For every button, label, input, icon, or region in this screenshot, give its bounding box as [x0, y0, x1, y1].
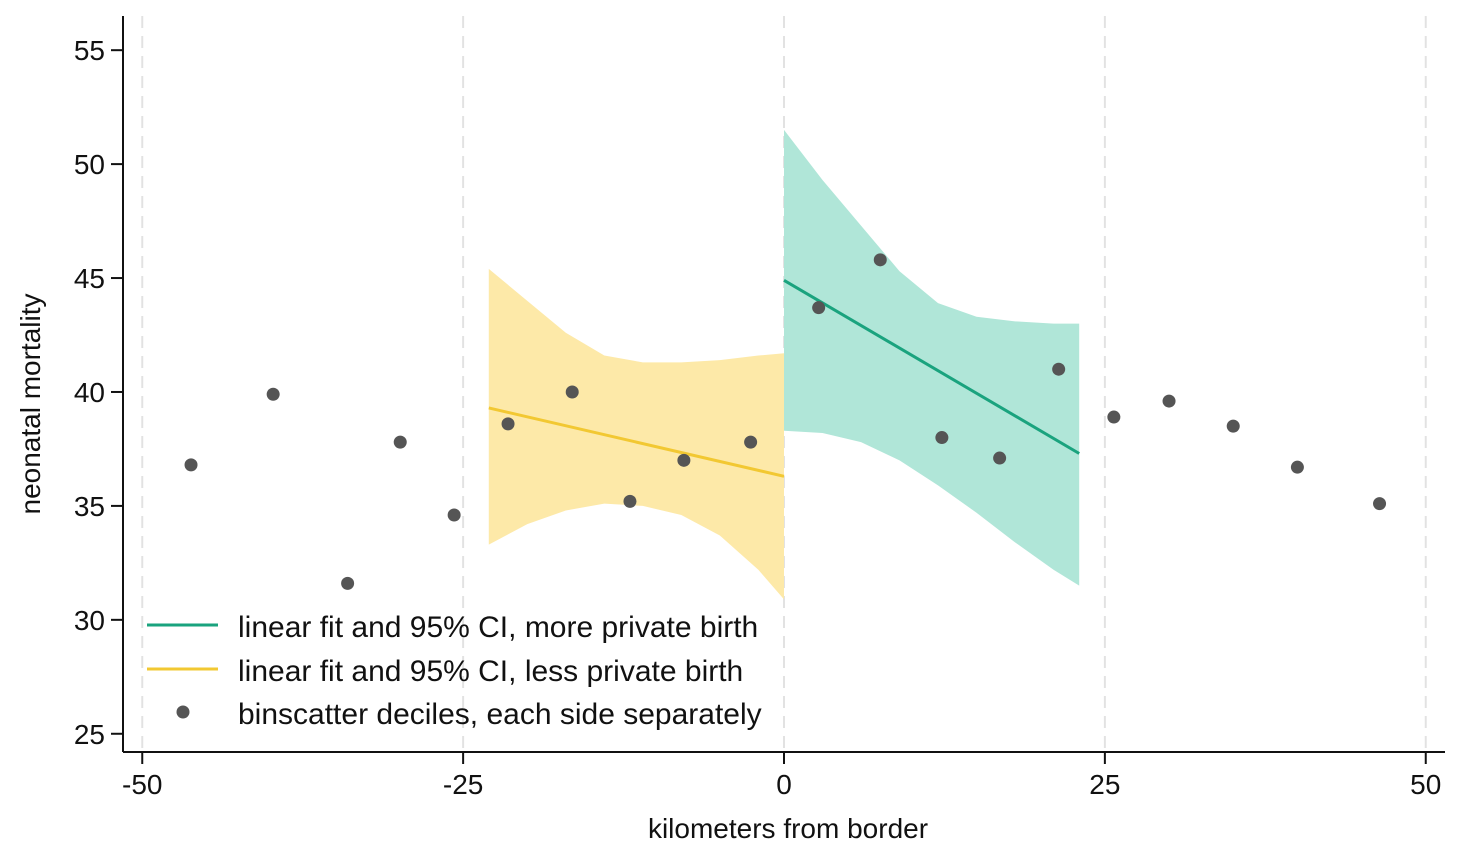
ci-band-1 — [784, 129, 1080, 586]
data-point-0 — [184, 458, 198, 472]
data-point-10 — [812, 301, 826, 315]
data-point-7 — [623, 494, 637, 508]
fit-line-1 — [783, 279, 1080, 455]
legend-label-more-private: linear fit and 95% CI, more private birt… — [238, 611, 758, 644]
data-point-19 — [1373, 497, 1387, 511]
data-point-2 — [341, 576, 355, 590]
y-axis-ticks: 25 30 35 40 45 50 55 — [74, 35, 123, 750]
y-tick-label-55: 55 — [74, 35, 105, 66]
x-tick-label--25: -25 — [443, 769, 483, 800]
binscatter-points — [184, 253, 1387, 590]
data-point-13 — [993, 451, 1007, 465]
ci-band-0 — [488, 268, 784, 600]
y-tick-label-40: 40 — [74, 377, 105, 408]
legend: linear fit and 95% CI, more private birt… — [147, 611, 762, 731]
data-point-6 — [565, 385, 579, 399]
y-axis-title: neonatal mortality — [15, 293, 46, 514]
data-point-12 — [935, 431, 949, 445]
data-point-16 — [1162, 394, 1176, 408]
x-tick-label-0: 0 — [776, 769, 792, 800]
data-point-15 — [1107, 410, 1121, 424]
legend-label-less-private: linear fit and 95% CI, less private birt… — [238, 655, 743, 688]
y-tick-label-45: 45 — [74, 263, 105, 294]
x-axis-ticks: -50 -25 0 25 50 — [122, 752, 1441, 800]
data-point-11 — [873, 253, 887, 267]
y-tick-label-50: 50 — [74, 149, 105, 180]
y-tick-label-30: 30 — [74, 605, 105, 636]
data-point-14 — [1052, 362, 1066, 376]
data-point-8 — [677, 453, 691, 467]
x-tick-label--50: -50 — [122, 769, 162, 800]
y-tick-label-35: 35 — [74, 491, 105, 522]
confidence-bands — [488, 129, 1080, 600]
data-point-4 — [447, 508, 461, 522]
data-point-17 — [1226, 419, 1240, 433]
x-tick-label-25: 25 — [1089, 769, 1120, 800]
y-tick-label-25: 25 — [74, 719, 105, 750]
legend-label-binscatter: binscatter deciles, each side separately — [238, 698, 762, 731]
data-point-9 — [744, 435, 758, 449]
legend-swatch-binscatter — [176, 705, 190, 719]
x-tick-label-50: 50 — [1410, 769, 1441, 800]
fit-lines — [488, 279, 1080, 478]
data-point-5 — [501, 417, 515, 431]
fit-line-0 — [488, 406, 785, 478]
data-point-18 — [1290, 460, 1304, 474]
data-point-3 — [393, 435, 407, 449]
x-axis-title: kilometers from border — [648, 813, 928, 844]
data-point-1 — [266, 387, 280, 401]
